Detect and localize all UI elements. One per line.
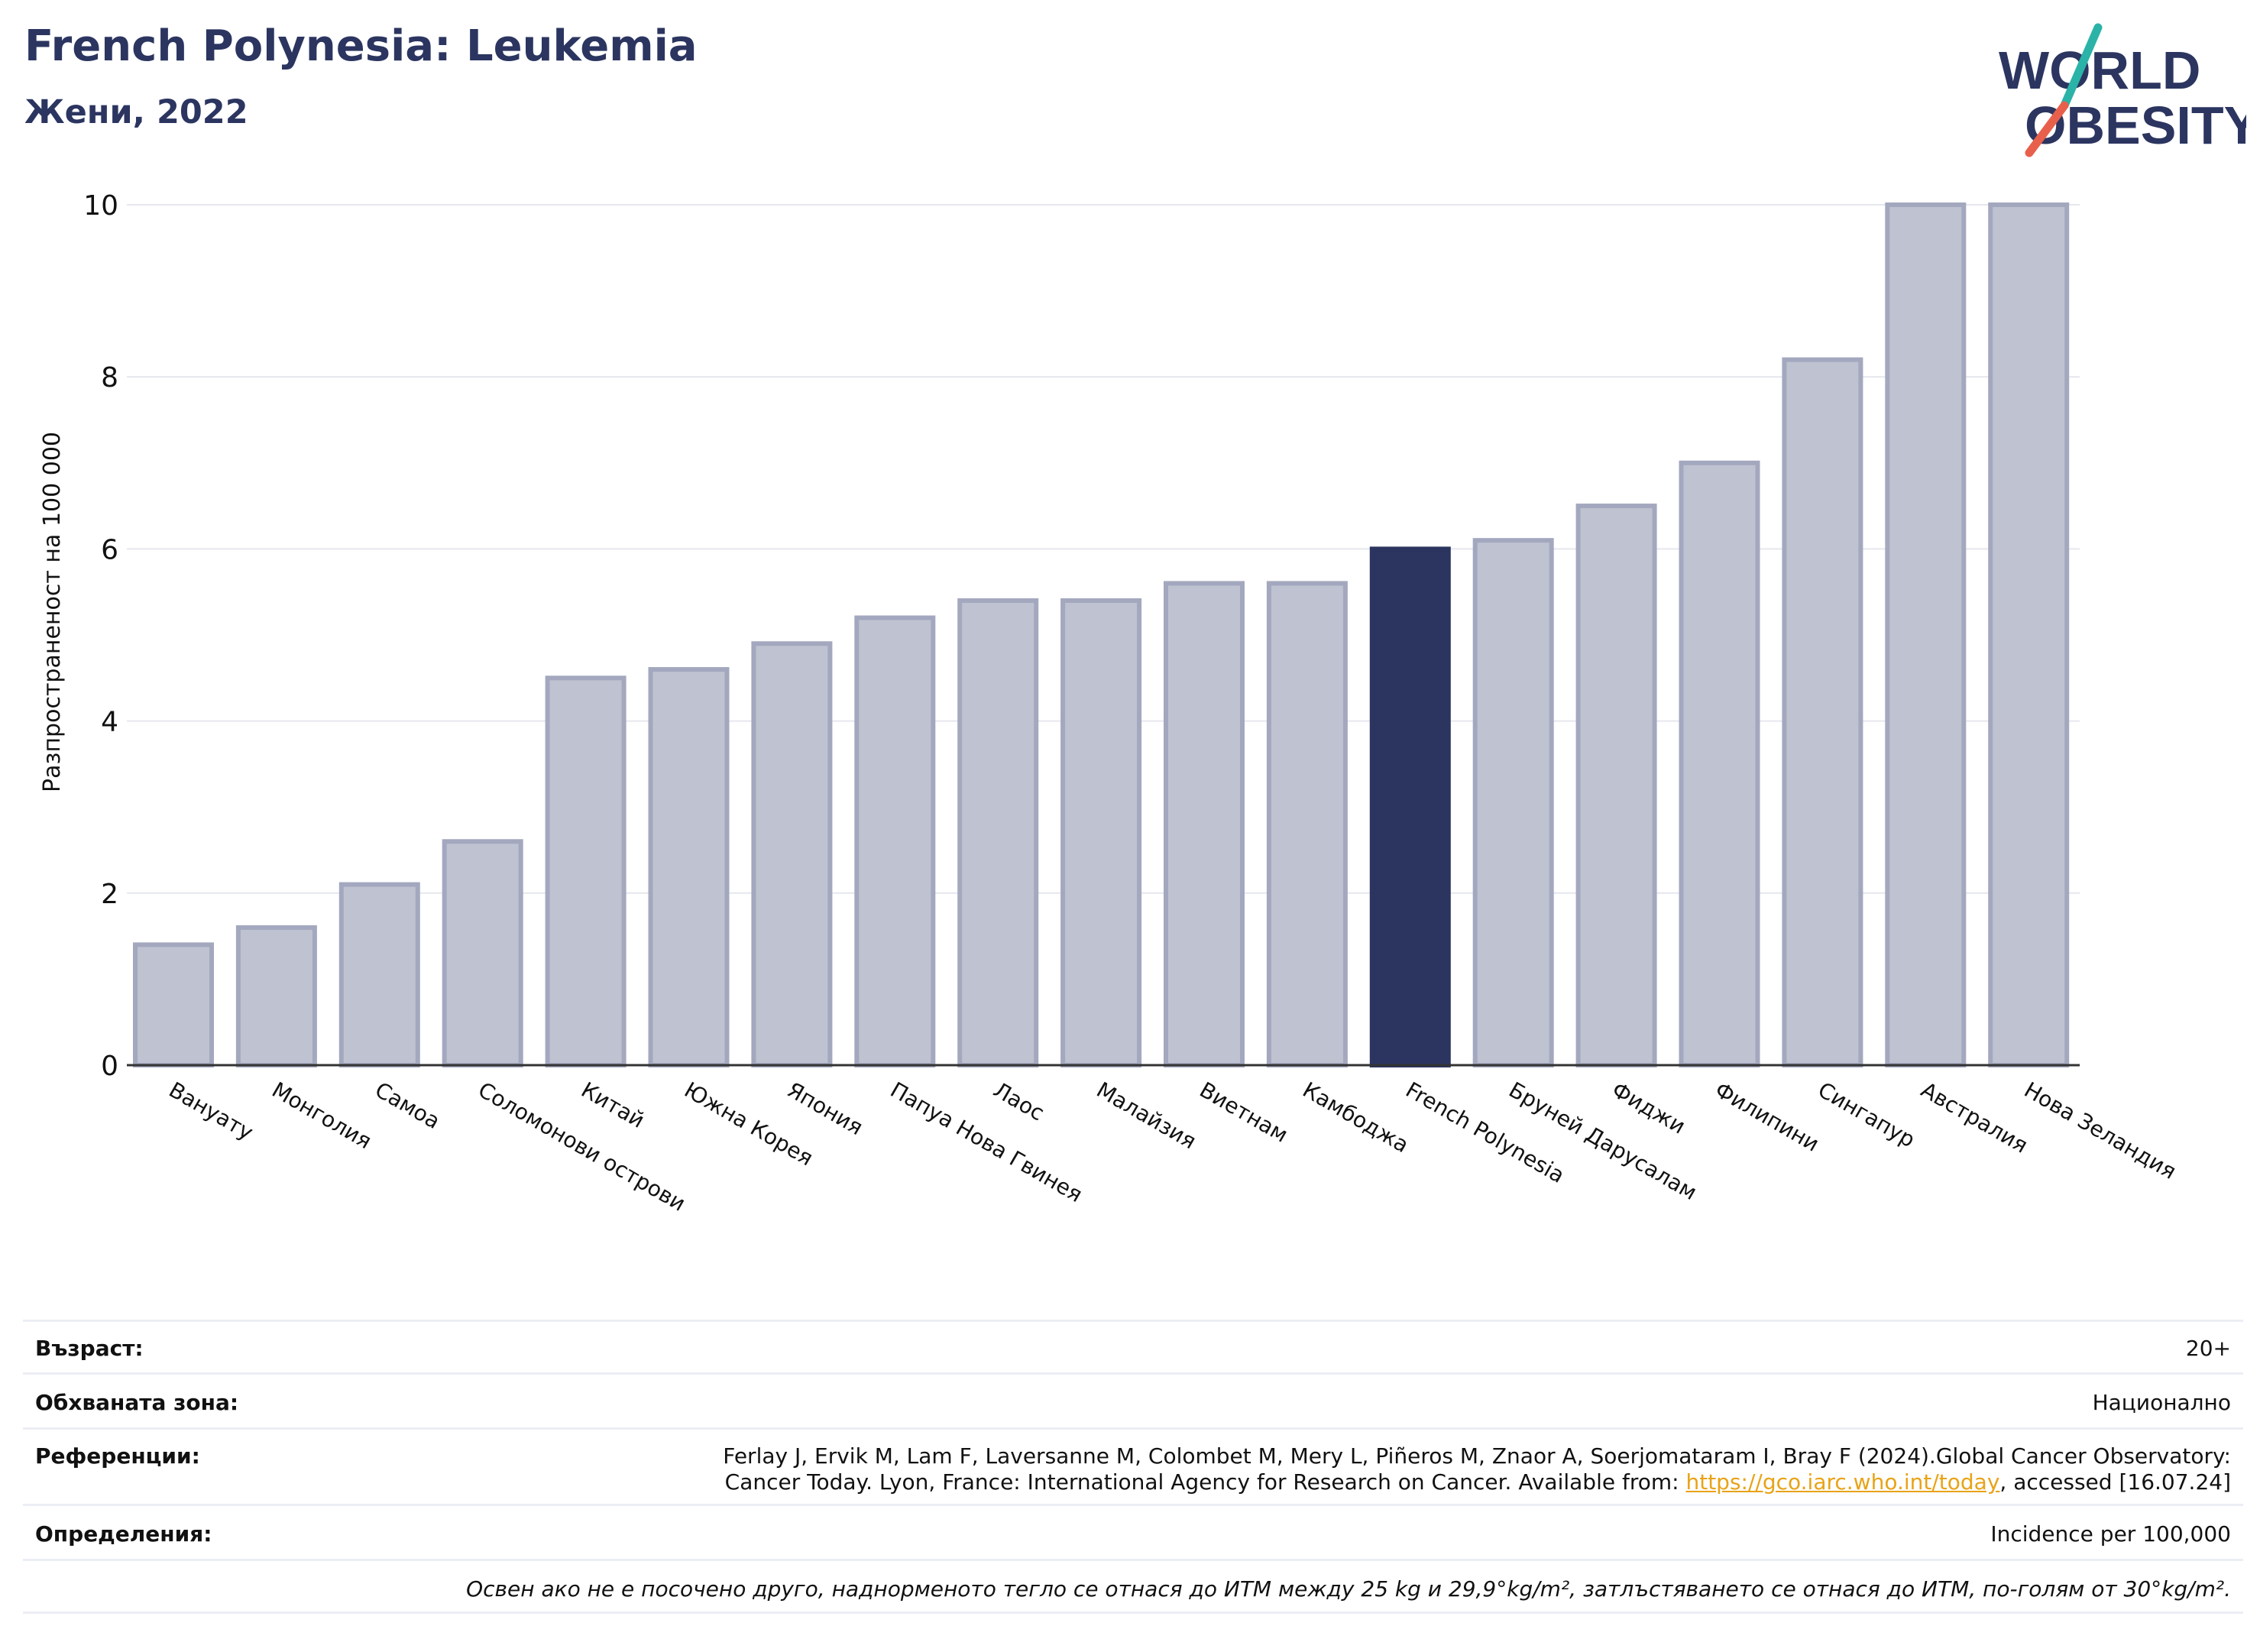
x-tick-label: Бруней Дарусалам	[1504, 1077, 1701, 1205]
x-tick-label: Монголия	[267, 1077, 376, 1154]
info-row-references: Референции: Ferlay J, Ervik M, Lam F, La…	[23, 1427, 2243, 1504]
logo-slash-bottom	[2025, 101, 2069, 157]
x-tick-label: Виетнам	[1196, 1077, 1293, 1147]
x-tick-label: Сингапур	[1814, 1077, 1919, 1152]
x-tick-label: Филипини	[1711, 1077, 1824, 1156]
bar	[1988, 202, 2070, 1067]
bar	[1472, 538, 1554, 1067]
references-value: Ferlay J, Ervik M, Lam F, Laversanne M, …	[723, 1443, 2231, 1495]
definitions-label: Определения:	[35, 1521, 212, 1547]
info-row-definitions: Определения: Incidence per 100,000	[23, 1504, 2243, 1559]
info-row-area: Обхваната зона: Национално	[23, 1372, 2243, 1427]
bar	[854, 615, 936, 1067]
references-link[interactable]: https://gco.iarc.who.int/today	[1685, 1469, 2000, 1495]
age-value: 20+	[2185, 1336, 2231, 1361]
x-tick-label: Самоа	[371, 1077, 444, 1134]
y-tick-label: 2	[101, 879, 118, 910]
info-row-age: Възраст: 20+	[23, 1320, 2243, 1372]
bar	[133, 942, 214, 1067]
x-tick-label: Камбоджа	[1298, 1077, 1413, 1158]
chart-subtitle: Жени, 2022	[24, 93, 248, 131]
age-label: Възраст:	[35, 1336, 144, 1361]
bar	[1885, 202, 1967, 1067]
info-table: Възраст: 20+ Обхваната зона: Национално …	[23, 1320, 2243, 1614]
world-obesity-logo: WORLD OBESITY	[1999, 23, 2246, 157]
area-label: Обхваната зона:	[35, 1390, 239, 1415]
x-tick-label: Китай	[577, 1077, 649, 1132]
chart-title: French Polynesia: Leukemia	[24, 21, 698, 71]
y-tick-label: 10	[83, 190, 118, 222]
bar	[1060, 598, 1142, 1067]
x-tick-label: Япония	[783, 1077, 867, 1140]
bar	[235, 925, 317, 1067]
area-value: Национално	[2092, 1390, 2231, 1415]
bar	[1164, 581, 1245, 1067]
bar	[648, 667, 730, 1067]
x-tick-label: Лаос	[989, 1077, 1049, 1126]
x-tick-label: Нова Зеландия	[2020, 1077, 2181, 1184]
info-row-footnote: Освен ако не е посочено друго, наднормен…	[23, 1559, 2243, 1614]
bars	[133, 202, 2070, 1068]
x-tick-label: Фиджи	[1608, 1077, 1690, 1139]
logo-slash-top	[2060, 23, 2103, 110]
bar	[1266, 581, 1348, 1067]
bar	[1782, 357, 1863, 1067]
logo-line-1: WORLD	[1999, 40, 2200, 100]
x-tick-label: Австралия	[1917, 1077, 2032, 1158]
bar	[751, 641, 833, 1067]
footnote-text: Освен ако не е посочено друго, наднормен…	[466, 1576, 2231, 1602]
bar	[545, 675, 627, 1067]
x-tick-label: Вануату	[165, 1077, 258, 1145]
x-tick-label: Папуа Нова Гвинея	[886, 1077, 1086, 1207]
bar	[957, 598, 1039, 1067]
y-axis-label: Разпространеност на 100 000	[39, 432, 66, 792]
y-tick-label: 8	[101, 362, 118, 394]
bar	[1369, 546, 1451, 1067]
bar	[1679, 460, 1760, 1067]
y-tick-label: 0	[101, 1051, 118, 1082]
x-tick-label: Малайзия	[1093, 1077, 1201, 1154]
definitions-value: Incidence per 100,000	[1990, 1521, 2231, 1547]
references-line-2-end: , accessed [16.07.24]	[1999, 1469, 2231, 1495]
y-tick-label: 6	[101, 534, 118, 565]
references-line-1: Ferlay J, Ervik M, Lam F, Laversanne M, …	[723, 1443, 2231, 1469]
references-label: Референции:	[35, 1443, 200, 1469]
bar	[1575, 504, 1657, 1067]
bar	[338, 882, 420, 1068]
references-line-2-start: Cancer Today. Lyon, France: Internationa…	[724, 1469, 1686, 1495]
bar	[442, 839, 523, 1067]
y-tick-label: 4	[101, 707, 118, 738]
